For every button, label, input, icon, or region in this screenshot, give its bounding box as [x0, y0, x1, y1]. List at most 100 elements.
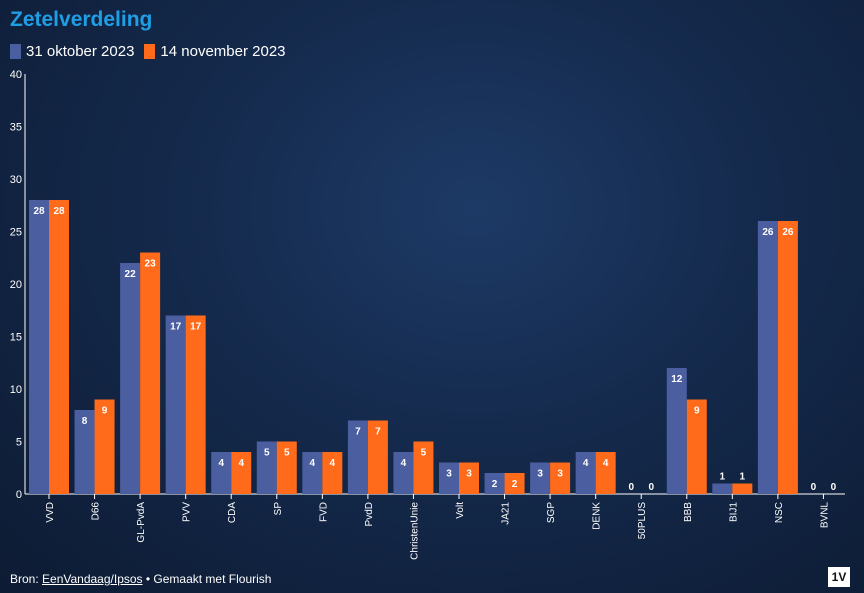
bar-bij1-series-2 — [732, 483, 753, 494]
bar-bbb-series-2 — [686, 399, 707, 494]
data-label: 0 — [831, 482, 837, 493]
bar-gl-pvda-series-1 — [120, 263, 141, 494]
bar-pvv-series-1 — [165, 315, 186, 494]
data-label: 7 — [375, 427, 381, 438]
data-label: 4 — [401, 458, 407, 469]
x-tick-label: JA21 — [501, 502, 512, 525]
x-tick-label: CDA — [227, 502, 238, 523]
bar-pvv-series-2 — [185, 315, 206, 494]
data-label: 4 — [218, 458, 224, 469]
footer-prefix: Bron: — [10, 572, 43, 586]
data-label: 0 — [811, 482, 817, 493]
data-label: 4 — [583, 458, 589, 469]
data-label: 7 — [355, 427, 361, 438]
bar-denk-series-1 — [575, 452, 596, 494]
bar-d66-series-2 — [94, 399, 115, 494]
y-tick-label: 15 — [10, 332, 22, 344]
bar-sp-series-1 — [256, 441, 277, 494]
y-tick-label: 5 — [16, 437, 22, 449]
data-label: 4 — [603, 458, 609, 469]
x-tick-label: GL-PvdA — [136, 502, 147, 543]
data-label: 2 — [512, 479, 518, 490]
data-label: 4 — [310, 458, 316, 469]
bar-christenunie-series-1 — [393, 452, 414, 494]
data-label: 1 — [720, 472, 726, 483]
data-label: 26 — [762, 227, 774, 238]
x-tick-label: FVD — [318, 502, 329, 522]
data-label: 8 — [82, 416, 88, 427]
data-label: 23 — [145, 259, 157, 270]
data-label: 3 — [537, 469, 543, 480]
x-tick-label: PVV — [182, 502, 193, 522]
data-label: 26 — [782, 227, 794, 238]
source-link[interactable]: EenVandaag/Ipsos — [42, 572, 143, 586]
y-tick-label: 0 — [16, 489, 22, 501]
data-label: 9 — [102, 406, 108, 417]
y-tick-label: 25 — [10, 227, 22, 239]
bar-fvd-series-2 — [322, 452, 343, 494]
footer-suffix: • Gemaakt met Flourish — [142, 572, 272, 586]
bar-nsc-series-2 — [777, 221, 798, 494]
bar-ja21-series-1 — [484, 473, 505, 494]
data-label: 4 — [238, 458, 244, 469]
bar-gl-pvda-series-2 — [140, 252, 161, 494]
bar-pvdd-series-2 — [367, 420, 388, 494]
bar-fvd-series-1 — [302, 452, 323, 494]
x-tick-label: BVNL — [819, 502, 830, 529]
data-label: 3 — [557, 469, 563, 480]
data-label: 22 — [125, 269, 137, 280]
bar-cda-series-2 — [231, 452, 252, 494]
x-tick-label: BIJ1 — [728, 502, 739, 522]
bar-sp-series-2 — [276, 441, 297, 494]
data-label: 28 — [53, 206, 65, 217]
data-label: 4 — [330, 458, 336, 469]
x-tick-label: SGP — [546, 502, 557, 523]
bar-bij1-series-1 — [712, 483, 733, 494]
x-tick-label: BBB — [683, 502, 694, 522]
eenvandaag-logo[interactable]: 1V — [828, 567, 850, 587]
data-label: 28 — [33, 206, 45, 217]
data-label: 9 — [694, 406, 700, 417]
footer: Bron: EenVandaag/Ipsos • Gemaakt met Flo… — [10, 572, 271, 586]
legend-label-series-2: 14 november 2023 — [160, 43, 286, 60]
y-tick-label: 10 — [10, 384, 22, 396]
bar-vvd-series-1 — [29, 200, 49, 494]
legend: 31 oktober 2023 14 november 2023 — [10, 43, 286, 60]
x-tick-label: 50PLUS — [637, 502, 648, 540]
data-label: 17 — [190, 322, 202, 333]
x-tick-label: D66 — [91, 502, 102, 521]
data-label: 2 — [492, 479, 498, 490]
bar-vvd-series-2 — [49, 200, 69, 494]
data-label: 5 — [284, 448, 290, 459]
legend-label-series-1: 31 oktober 2023 — [26, 43, 135, 60]
x-tick-label: SP — [273, 502, 284, 516]
data-label: 0 — [628, 482, 634, 493]
x-tick-label: ChristenUnie — [409, 502, 420, 560]
y-tick-label: 20 — [10, 279, 22, 291]
data-label: 5 — [264, 448, 270, 459]
y-tick-label: 35 — [10, 122, 22, 134]
chart-title: Zetelverdeling — [10, 8, 153, 31]
x-tick-label: Volt — [455, 502, 466, 519]
data-label: 3 — [446, 469, 452, 480]
bar-volt-series-1 — [439, 462, 459, 494]
legend-swatch-series-1 — [10, 44, 21, 59]
legend-item-series-1[interactable]: 31 oktober 2023 — [10, 43, 134, 60]
bar-nsc-series-1 — [757, 221, 778, 494]
x-tick-label: DENK — [592, 502, 603, 530]
x-tick-label: PvdD — [364, 502, 375, 526]
data-label: 17 — [170, 322, 182, 333]
bar-christenunie-series-2 — [413, 441, 434, 494]
y-tick-label: 40 — [10, 69, 22, 81]
bar-bbb-series-1 — [666, 368, 687, 494]
x-tick-label: VVD — [45, 502, 56, 523]
data-label: 12 — [671, 374, 683, 385]
bar-volt-series-2 — [459, 462, 479, 494]
data-label: 0 — [648, 482, 654, 493]
bar-pvdd-series-1 — [347, 420, 368, 494]
bar-cda-series-1 — [211, 452, 232, 494]
bar-denk-series-2 — [595, 452, 616, 494]
data-label: 3 — [466, 469, 472, 480]
legend-item-series-2[interactable]: 14 november 2023 — [144, 43, 286, 60]
